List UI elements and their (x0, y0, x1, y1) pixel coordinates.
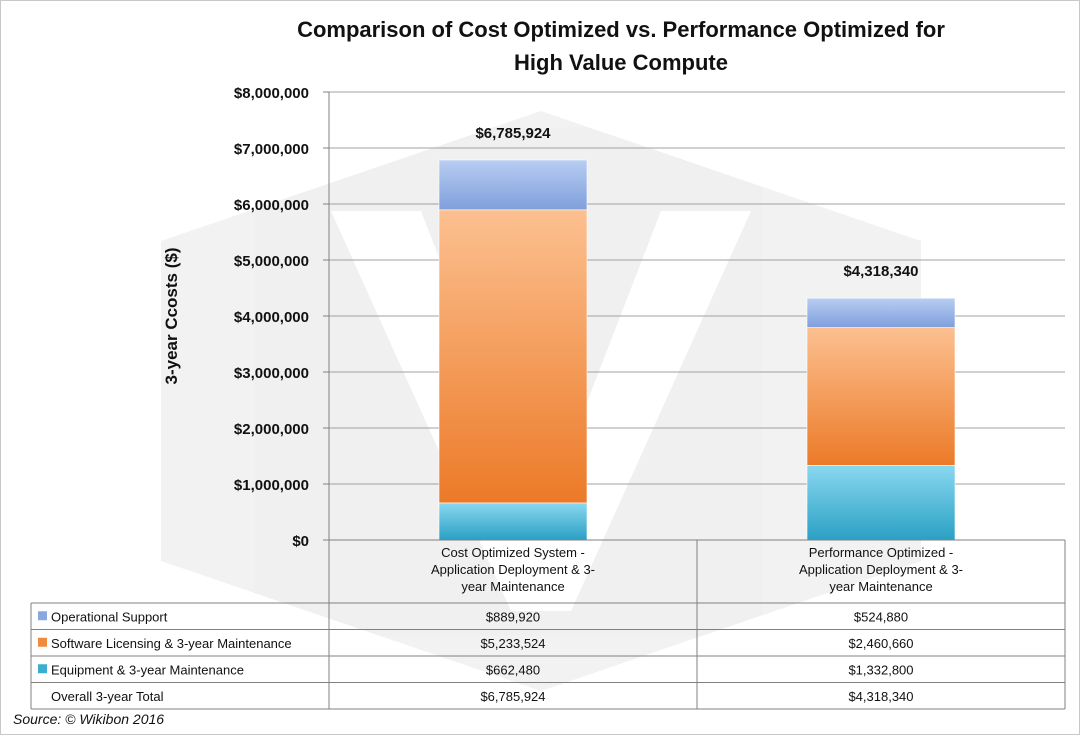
chart-title-line: Comparison of Cost Optimized vs. Perform… (297, 17, 945, 42)
category-label: year Maintenance (829, 579, 932, 594)
table-cell: $662,480 (486, 662, 540, 677)
category-label: Application Deployment & 3- (799, 562, 963, 577)
legend-swatch (38, 637, 47, 647)
total-label: $6,785,924 (475, 125, 551, 142)
y-axis-ticks: $0 $1,000,000 $2,000,000 $3,000,000 $4,000,0… (234, 85, 329, 550)
bar-segment (806, 327, 956, 466)
bar-segment (806, 465, 956, 541)
chart-title-line: High Value Compute (514, 50, 728, 75)
category-label: year Maintenance (461, 579, 564, 594)
table-cell-total: $4,318,340 (848, 689, 913, 704)
y-tick-label: $4,000,000 (234, 309, 309, 326)
row-label-total: Overall 3-year Total (51, 689, 164, 704)
bar-segment (806, 297, 956, 328)
table-cell: $2,460,660 (848, 636, 913, 651)
category-label: Application Deployment & 3- (431, 562, 595, 577)
chart-title: Comparison of Cost Optimized vs. Perform… (297, 17, 945, 75)
legend-swatch (38, 664, 47, 674)
bars (438, 159, 956, 541)
category-label: Performance Optimized - (809, 545, 954, 560)
table-cell: $524,880 (854, 609, 908, 624)
data-table: Cost Optimized System - Application Deplo… (30, 539, 1066, 710)
bar-segment (438, 159, 588, 211)
y-axis-label: 3-year Ccosts ($) (162, 247, 181, 384)
total-labels: $6,785,924 $4,318,340 (475, 125, 918, 280)
y-tick-label: $3,000,000 (234, 365, 309, 382)
row-label: Software Licensing & 3-year Maintenance (51, 636, 292, 651)
legend-swatch (38, 611, 47, 621)
y-tick-label: $1,000,000 (234, 477, 309, 494)
source-note: Source: © Wikibon 2016 (13, 711, 164, 727)
y-axis-label-group: 3-year Ccosts ($) (162, 247, 181, 384)
row-label: Equipment & 3-year Maintenance (51, 662, 244, 677)
category-label: Cost Optimized System - (441, 545, 585, 560)
row-label: Operational Support (51, 609, 168, 624)
y-tick-label: $0 (292, 533, 309, 550)
bar-segment (438, 209, 588, 504)
table-cell: $1,332,800 (848, 662, 913, 677)
y-tick-label: $8,000,000 (234, 85, 309, 102)
bar-segment (438, 502, 588, 541)
table-cell: $889,920 (486, 609, 540, 624)
y-tick-label: $7,000,000 (234, 141, 309, 158)
y-tick-label: $6,000,000 (234, 197, 309, 214)
y-tick-label: $2,000,000 (234, 421, 309, 438)
table-cell-total: $6,785,924 (480, 689, 545, 704)
total-label: $4,318,340 (843, 263, 918, 280)
y-tick-label: $5,000,000 (234, 253, 309, 270)
table-cell: $5,233,524 (480, 636, 545, 651)
